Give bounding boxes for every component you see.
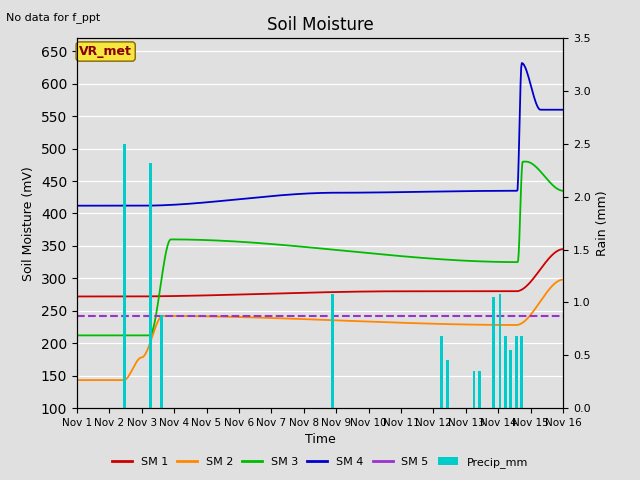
Bar [160,315,163,408]
Bar [149,163,152,408]
Title: Soil Moisture: Soil Moisture [267,16,373,34]
Text: VR_met: VR_met [79,45,132,58]
Bar [504,336,507,408]
Bar [478,371,481,408]
Bar [440,336,443,408]
Y-axis label: Rain (mm): Rain (mm) [596,191,609,256]
Bar [472,371,476,408]
Bar [331,294,334,408]
Bar [124,144,126,408]
Y-axis label: Soil Moisture (mV): Soil Moisture (mV) [22,166,35,281]
X-axis label: Time: Time [305,433,335,446]
Text: No data for f_ppt: No data for f_ppt [6,12,100,23]
Bar [515,336,518,408]
Bar [499,294,501,408]
Bar [520,336,523,408]
Legend: SM 1, SM 2, SM 3, SM 4, SM 5, Precip_mm: SM 1, SM 2, SM 3, SM 4, SM 5, Precip_mm [108,452,532,472]
Bar [509,350,512,408]
Bar [445,360,449,408]
Bar [492,297,495,408]
